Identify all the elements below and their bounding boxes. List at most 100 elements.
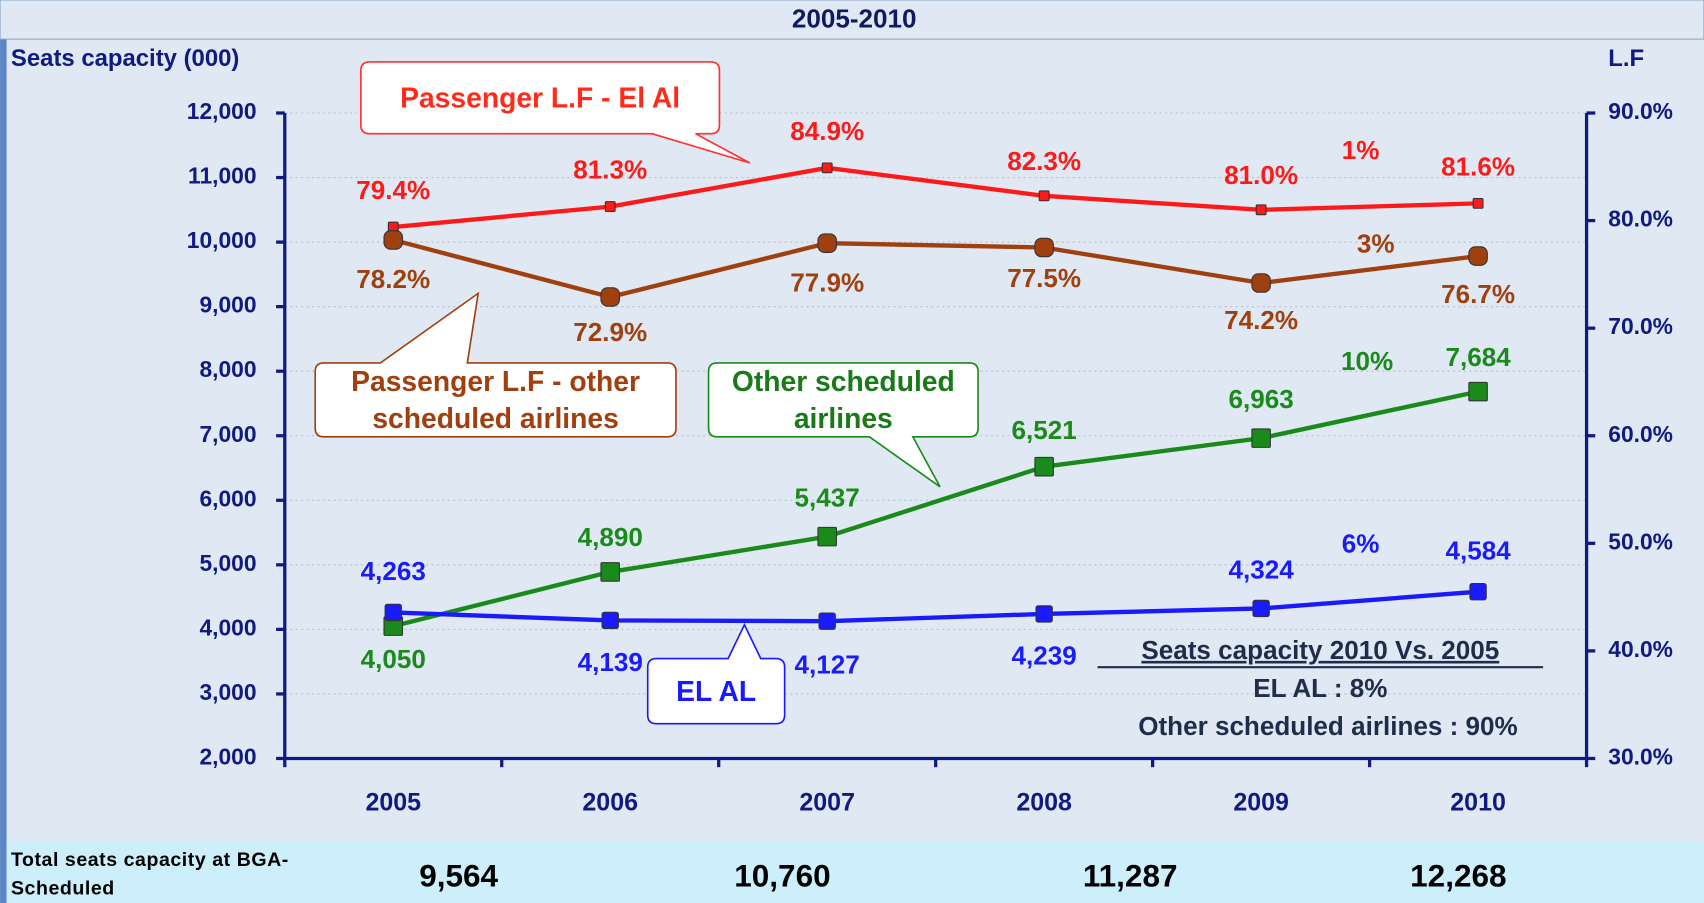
- marker: [1038, 190, 1050, 202]
- marker: [1035, 605, 1053, 623]
- marker: [600, 562, 621, 582]
- summary-line: Other scheduled airlines : 90%: [1138, 711, 1517, 741]
- y2-tick-label: 50.0%: [1608, 528, 1673, 554]
- callout-text: EL AL: [676, 674, 757, 708]
- marker: [1034, 237, 1054, 258]
- y2-tick-label: 90.0%: [1608, 98, 1673, 124]
- data-label: 5,437: [795, 483, 860, 513]
- plot: 2,000 3,000 4,000 5,000 6,000 7,000 8,000 9,000…: [187, 98, 1673, 817]
- data-label: 76.7%: [1441, 279, 1515, 309]
- y-tick-label: 2,000: [199, 744, 256, 770]
- callout-text: Passenger L.F - other scheduled airlines: [351, 365, 641, 435]
- y2-tick-label: 30.0%: [1608, 744, 1673, 770]
- marker: [1469, 582, 1487, 601]
- callout: Passenger L.F - El Al: [400, 81, 681, 115]
- x-tick-label: 2005: [365, 789, 421, 817]
- x-tick-label: 2006: [582, 789, 638, 817]
- annotation: 10%: [1341, 346, 1393, 376]
- data-label: 6,521: [1012, 415, 1077, 445]
- data-label: 6,963: [1229, 384, 1294, 414]
- y2-tick-label: 80.0%: [1608, 206, 1673, 232]
- marker: [817, 526, 837, 547]
- series-line: [393, 589, 1479, 624]
- y-tick-label: 6,000: [199, 485, 256, 511]
- footer-label: Total seats capacity at BGA-Scheduled: [10, 848, 289, 899]
- x-tick-label: 2008: [1016, 789, 1072, 817]
- callouts: Passenger L.F - El Al Passenger L.F - ot…: [314, 61, 979, 725]
- y-tick-label: 12,000: [187, 98, 257, 124]
- data-label: 72.9%: [573, 317, 647, 347]
- left-edge: [0, 0, 7, 903]
- marker: [1251, 273, 1271, 293]
- data-label: 81.0%: [1224, 160, 1298, 190]
- data-label: 4,127: [795, 650, 860, 680]
- callout-box: [707, 362, 979, 488]
- marker: [1468, 381, 1488, 402]
- footer-band: [6, 842, 1704, 903]
- y-tick-label: 4,000: [199, 614, 256, 640]
- y-tick-label: 7,000: [199, 421, 256, 447]
- footer-value: 11,287: [1083, 857, 1178, 893]
- y-tick-label: 10,000: [187, 227, 257, 253]
- marker: [383, 230, 404, 250]
- data-label: 4,139: [578, 647, 643, 677]
- marker: [817, 233, 837, 253]
- data-label: 81.3%: [573, 155, 647, 185]
- x-tick-label: 2007: [799, 789, 855, 817]
- series-line: [392, 389, 1479, 629]
- y-tick-label: 8,000: [199, 356, 256, 382]
- data-label: 77.5%: [1007, 263, 1081, 293]
- marker: [818, 612, 836, 630]
- annotation: 6%: [1342, 528, 1380, 558]
- footer-value: 9,564: [419, 857, 498, 893]
- callout: Other scheduled airlines: [732, 365, 955, 435]
- data-label: 74.2%: [1224, 305, 1298, 335]
- y-axis-title: Seats capacity (000): [11, 45, 239, 72]
- callout-box: [314, 291, 677, 438]
- footer-value: 10,760: [734, 857, 830, 893]
- chart-title: 2005-2010: [792, 4, 917, 34]
- y-tick-label: 9,000: [199, 292, 256, 318]
- summary-line: EL AL : 8%: [1253, 673, 1387, 703]
- marker: [1255, 204, 1267, 216]
- data-label: 79.4%: [356, 175, 430, 205]
- summary-heading: Seats capacity 2010 Vs. 2005: [1141, 635, 1499, 665]
- marker: [821, 162, 833, 174]
- marker: [600, 287, 621, 307]
- data-label: 84.9%: [790, 116, 864, 146]
- series-line: [392, 237, 1479, 300]
- data-label: 77.9%: [790, 267, 864, 297]
- footer-value: 12,268: [1410, 857, 1506, 893]
- series-line: [393, 165, 1479, 230]
- annotation: 3%: [1357, 228, 1395, 258]
- marker: [1468, 246, 1488, 266]
- annotation: 1%: [1342, 135, 1380, 165]
- title-bar: [0, 0, 1704, 40]
- data-label: 4,050: [361, 644, 426, 674]
- marker: [604, 201, 616, 213]
- y-tick-label: 11,000: [188, 163, 256, 189]
- y2-tick-label: 70.0%: [1608, 313, 1673, 339]
- callout-box: [360, 61, 751, 164]
- callout-box: [646, 622, 786, 725]
- marker: [1034, 456, 1054, 477]
- footer-label-text: Total seats capacity at BGA-Scheduled: [10, 848, 289, 899]
- data-label: 4,263: [361, 556, 426, 586]
- marker: [1252, 599, 1270, 618]
- callout: Passenger L.F - other scheduled airlines: [351, 365, 641, 435]
- marker: [601, 611, 619, 630]
- y2-axis-title: L.F: [1608, 45, 1644, 72]
- callout-text: Passenger L.F - El Al: [400, 81, 681, 115]
- data-label: 4,239: [1012, 640, 1077, 670]
- data-label: 7,684: [1445, 342, 1511, 372]
- data-label: 4,324: [1229, 554, 1295, 584]
- data-label: 78.2%: [356, 264, 430, 294]
- data-label: 4,890: [578, 522, 643, 552]
- marker: [1472, 197, 1484, 209]
- data-label: 81.6%: [1441, 151, 1515, 181]
- callout: EL AL: [676, 674, 757, 708]
- marker: [384, 603, 402, 622]
- marker: [1251, 428, 1271, 448]
- y-tick-label: 5,000: [199, 550, 256, 576]
